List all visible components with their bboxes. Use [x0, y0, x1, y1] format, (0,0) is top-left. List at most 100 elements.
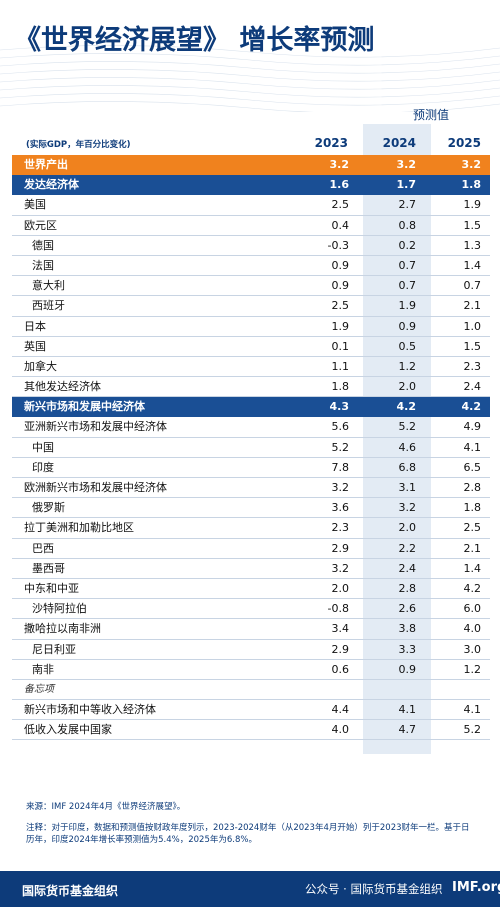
table-row: 意大利 0.9 0.7 0.7 [12, 276, 490, 297]
row-label: 新兴市场和发展中经济体 [24, 400, 145, 414]
projection-label: 预测值 [412, 108, 449, 122]
cell-2024: 2.0 [398, 521, 417, 535]
cell-2024: 4.6 [398, 440, 417, 454]
table-row: 沙特阿拉伯 -0.8 2.6 6.0 [12, 599, 490, 620]
table-row: 美国 2.5 2.7 1.9 [12, 195, 490, 216]
cell-2024: 3.8 [398, 622, 417, 636]
cell-2025: 4.9 [463, 420, 482, 434]
row-label: 中东和中亚 [24, 581, 79, 595]
cell-2023: -0.3 [327, 238, 349, 252]
cell-2025: 1.0 [463, 319, 482, 333]
cell-2023: 2.9 [331, 642, 350, 656]
table-row: 其他发达经济体 1.8 2.0 2.4 [12, 377, 490, 398]
cell-2023: 7.8 [331, 460, 350, 474]
cell-2024: 0.9 [398, 319, 417, 333]
table-row: 加拿大 1.1 1.2 2.3 [12, 357, 490, 378]
footer-bar: 国际货币基金组织 公众号 · 国际货币基金组织 IMF.org [0, 871, 500, 907]
cell-2024: 2.6 [398, 602, 417, 616]
row-label: 撒哈拉以南非洲 [24, 622, 101, 636]
table-row: 德国 -0.3 0.2 1.3 [12, 236, 490, 256]
cell-2025: 2.4 [463, 380, 482, 394]
cell-2025: 5.2 [463, 723, 482, 737]
row-label: 美国 [24, 198, 46, 212]
cell-2024: 4.1 [398, 703, 417, 717]
cell-2023: 2.0 [331, 581, 350, 595]
cell-2023: 2.5 [331, 198, 350, 212]
row-label: 新兴市场和中等收入经济体 [24, 703, 156, 717]
cell-2024: 4.2 [396, 400, 417, 414]
table-row: 亚洲新兴市场和发展中经济体 5.6 5.2 4.9 [12, 417, 490, 438]
cell-2025: 6.0 [463, 602, 482, 616]
table-row: 尼日利亚 2.9 3.3 3.0 [12, 640, 490, 660]
cell-2023: 0.9 [331, 279, 350, 293]
row-label: 亚洲新兴市场和发展中经济体 [24, 420, 167, 434]
cell-2024: 0.2 [398, 238, 417, 252]
row-label: 低收入发展中国家 [24, 723, 112, 737]
cell-2023: 5.2 [331, 440, 350, 454]
cell-2023: 4.4 [331, 703, 350, 717]
row-label: 加拿大 [24, 359, 57, 373]
note-text: 注释：对于印度，数据和预测值按财政年度列示，2023-2024财年（从2023年… [26, 823, 470, 845]
cell-2023: 2.5 [331, 299, 350, 313]
year-header-2023: 2023 [314, 136, 348, 150]
table-row: 中国 5.2 4.6 4.1 [12, 438, 490, 458]
table-row: 俄罗斯 3.6 3.2 1.8 [12, 498, 490, 519]
cell-2025: 1.2 [463, 662, 482, 676]
cell-2023: 1.6 [329, 178, 350, 192]
cell-2024: 1.9 [398, 299, 417, 313]
cell-2025: 1.3 [463, 238, 482, 252]
table-row: 印度 7.8 6.8 6.5 [12, 458, 490, 478]
cell-2025: 4.1 [463, 440, 482, 454]
table-row: 法国 0.9 0.7 1.4 [12, 256, 490, 277]
wave-pattern [0, 45, 500, 112]
cell-2023: 2.9 [331, 541, 350, 555]
cell-2024: 4.7 [398, 723, 417, 737]
row-label: 欧元区 [24, 218, 57, 232]
row-label: 南非 [32, 662, 54, 676]
table-row: 南非 0.6 0.9 1.2 [12, 660, 490, 680]
cell-2023: 3.4 [331, 622, 350, 636]
cell-2024: 2.4 [398, 561, 417, 575]
cell-2024: 3.2 [396, 158, 417, 171]
row-label: 法国 [32, 258, 54, 272]
year-header-2025: 2025 [447, 136, 481, 150]
cell-2025: 1.8 [461, 178, 482, 192]
cell-2024: 2.8 [398, 581, 417, 595]
cell-2024: 2.2 [398, 541, 417, 555]
row-label: 墨西哥 [32, 561, 65, 575]
cell-2025: 4.0 [463, 622, 482, 636]
table-row: 新兴市场和中等收入经济体 4.4 4.1 4.1 [12, 700, 490, 721]
cell-2024: 3.2 [398, 501, 417, 515]
cell-2023: 3.2 [329, 158, 350, 171]
cell-2024: 6.8 [398, 460, 417, 474]
cell-2023: 0.6 [331, 662, 350, 676]
row-label: 英国 [24, 339, 46, 353]
cell-2025: 1.9 [463, 198, 482, 212]
cell-2023: 3.6 [331, 501, 350, 515]
cell-2024: 1.7 [396, 178, 417, 192]
subheading: (实际GDP，年百分比变化) [26, 140, 131, 150]
row-label: 巴西 [32, 541, 54, 555]
cell-2024: 0.8 [398, 218, 417, 232]
cell-2023: 0.4 [331, 218, 350, 232]
table-row: 新兴市场和发展中经济体 4.3 4.2 4.2 [12, 397, 490, 418]
source-text: 来源：IMF 2024年4月《世界经济展望》。 [26, 802, 186, 812]
row-label: 欧洲新兴市场和发展中经济体 [24, 481, 167, 494]
row-label: 日本 [24, 319, 46, 333]
cell-2023: 1.9 [331, 319, 350, 333]
cell-2025: 6.5 [463, 460, 482, 474]
cell-2025: 4.1 [463, 703, 482, 717]
table-row: 撒哈拉以南非洲 3.4 3.8 4.0 [12, 619, 490, 640]
cell-2025: 3.0 [463, 642, 482, 656]
cell-2023: 3.2 [331, 561, 350, 575]
cell-2025: 0.7 [463, 279, 482, 293]
cell-2023: 0.1 [331, 339, 350, 353]
projection-shade [363, 124, 431, 754]
cell-2024: 5.2 [398, 420, 417, 434]
table-row: 欧洲新兴市场和发展中经济体 3.2 3.1 2.8 [12, 478, 490, 499]
row-label: 尼日利亚 [32, 642, 76, 656]
cell-2024: 0.7 [398, 279, 417, 293]
cell-2024: 3.3 [398, 642, 417, 656]
cell-2025: 1.5 [463, 218, 482, 232]
cell-2025: 2.5 [463, 521, 482, 535]
